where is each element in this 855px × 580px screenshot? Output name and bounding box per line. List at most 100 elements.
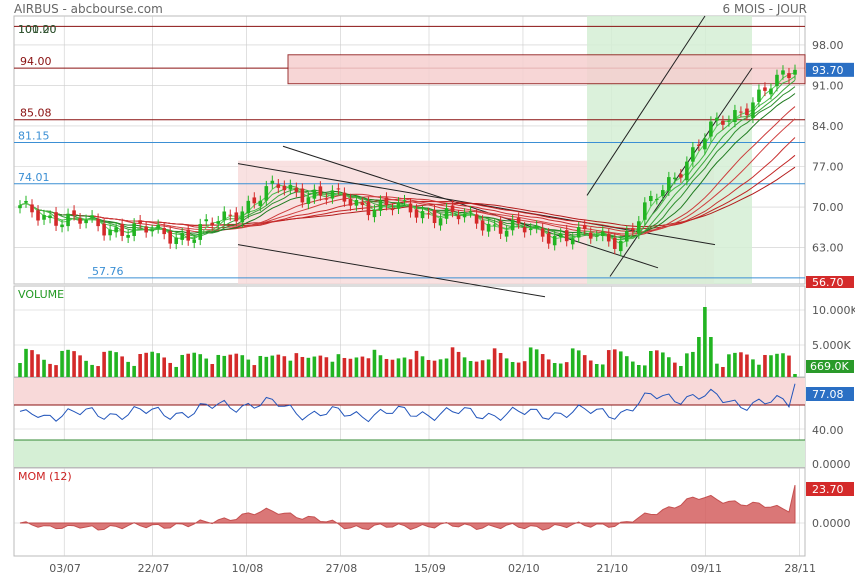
candle-body	[396, 202, 401, 209]
volume-bar	[763, 354, 767, 377]
candle-body	[288, 184, 293, 190]
moving-average-line	[19, 72, 796, 245]
volume-bar	[733, 352, 737, 377]
candle-body	[739, 111, 743, 113]
candle-body	[282, 185, 287, 191]
candle-body	[606, 233, 611, 242]
candle-body	[18, 205, 22, 209]
candle-body	[504, 230, 509, 237]
x-tick-label: 09/11	[690, 562, 722, 575]
candle-body	[522, 227, 527, 233]
volume-bar	[691, 351, 695, 377]
volume-bar	[324, 357, 329, 377]
volume-bar	[492, 348, 497, 377]
candle-body	[54, 212, 58, 226]
candle-body	[306, 197, 311, 204]
mom-tick-label: 0.0000	[812, 517, 851, 530]
candle-body	[312, 189, 317, 199]
volume-bar	[102, 351, 106, 377]
volume-bar	[630, 361, 635, 377]
candle-body	[492, 224, 497, 226]
volume-last-box	[806, 360, 854, 373]
candle-body	[48, 215, 52, 219]
candle-body	[390, 208, 395, 211]
volume-bar	[504, 358, 509, 377]
candle-body	[474, 214, 479, 224]
volume-bar	[72, 351, 76, 377]
volume-bar	[306, 357, 311, 377]
candle-body	[162, 228, 166, 235]
candle-body	[168, 231, 172, 244]
volume-bar	[348, 358, 353, 377]
volume-tick-label: 10.000K	[812, 304, 855, 317]
x-tick-label: 15/09	[414, 562, 446, 575]
volume-bar	[522, 361, 527, 377]
candle-body	[42, 215, 46, 220]
candle-body	[636, 221, 641, 234]
volume-bar	[120, 356, 124, 377]
volume-bar	[258, 355, 263, 377]
candle-body	[444, 208, 449, 219]
candle-body	[300, 188, 305, 203]
candle-body	[432, 210, 437, 224]
volume-bar	[384, 358, 389, 377]
volume-last-label: 669.0K	[810, 360, 849, 373]
volume-bar	[775, 353, 779, 377]
volume-bar	[390, 359, 395, 377]
rsi-last-label: 77.08	[812, 388, 844, 401]
candle-body	[96, 218, 100, 227]
candle-body	[630, 228, 635, 231]
volume-bar	[468, 360, 473, 377]
volume-bar	[36, 354, 40, 377]
candle-body	[120, 223, 124, 236]
volume-bar	[528, 347, 533, 377]
volume-tick-label: 5.000K	[812, 339, 851, 352]
volume-bar	[438, 359, 443, 377]
rsi-line	[19, 383, 796, 423]
candle-body	[576, 227, 581, 238]
volume-bar	[342, 357, 347, 377]
candle-body	[222, 211, 227, 220]
candle-body	[318, 186, 323, 196]
candle-body	[72, 210, 76, 216]
candle-body	[264, 186, 269, 201]
rsi-last-box	[806, 387, 854, 401]
candle-body	[715, 117, 719, 121]
volume-bar	[667, 357, 671, 377]
volume-bar	[222, 355, 227, 377]
candle-body	[480, 220, 485, 231]
volume-bar	[246, 359, 251, 377]
volume-bar	[787, 355, 791, 377]
volume-bar	[769, 355, 773, 377]
volume-bar	[360, 356, 365, 377]
volume-bar	[697, 337, 701, 377]
volume-bar	[144, 352, 148, 377]
candle-body	[546, 233, 551, 244]
candle-body	[558, 233, 563, 238]
volume-bar	[252, 365, 257, 377]
mom-last-label: 23.70	[812, 483, 844, 496]
candle-body	[258, 200, 263, 206]
volume-bar	[486, 359, 491, 377]
candle-body	[408, 203, 413, 213]
candle-body	[270, 180, 275, 184]
volume-bar	[240, 355, 245, 377]
candle-body	[348, 199, 353, 206]
volume-bar	[264, 356, 269, 377]
candle-body	[624, 231, 629, 242]
period-label: 6 MOIS - JOUR	[722, 2, 807, 16]
x-tick-label: 22/07	[138, 562, 170, 575]
price-level-label: 101.20	[18, 23, 57, 36]
volume-bar	[673, 362, 677, 377]
volume-bar	[402, 357, 407, 377]
candle-body	[294, 187, 299, 192]
momentum-area	[19, 484, 796, 531]
candle-body	[24, 200, 28, 203]
trend-line	[237, 244, 546, 298]
candle-body	[516, 217, 521, 224]
last-price-label: 93.70	[812, 64, 844, 77]
candle-body	[102, 223, 106, 236]
candle-body	[655, 198, 659, 200]
candle-body	[534, 225, 539, 229]
volume-bar	[414, 350, 419, 377]
